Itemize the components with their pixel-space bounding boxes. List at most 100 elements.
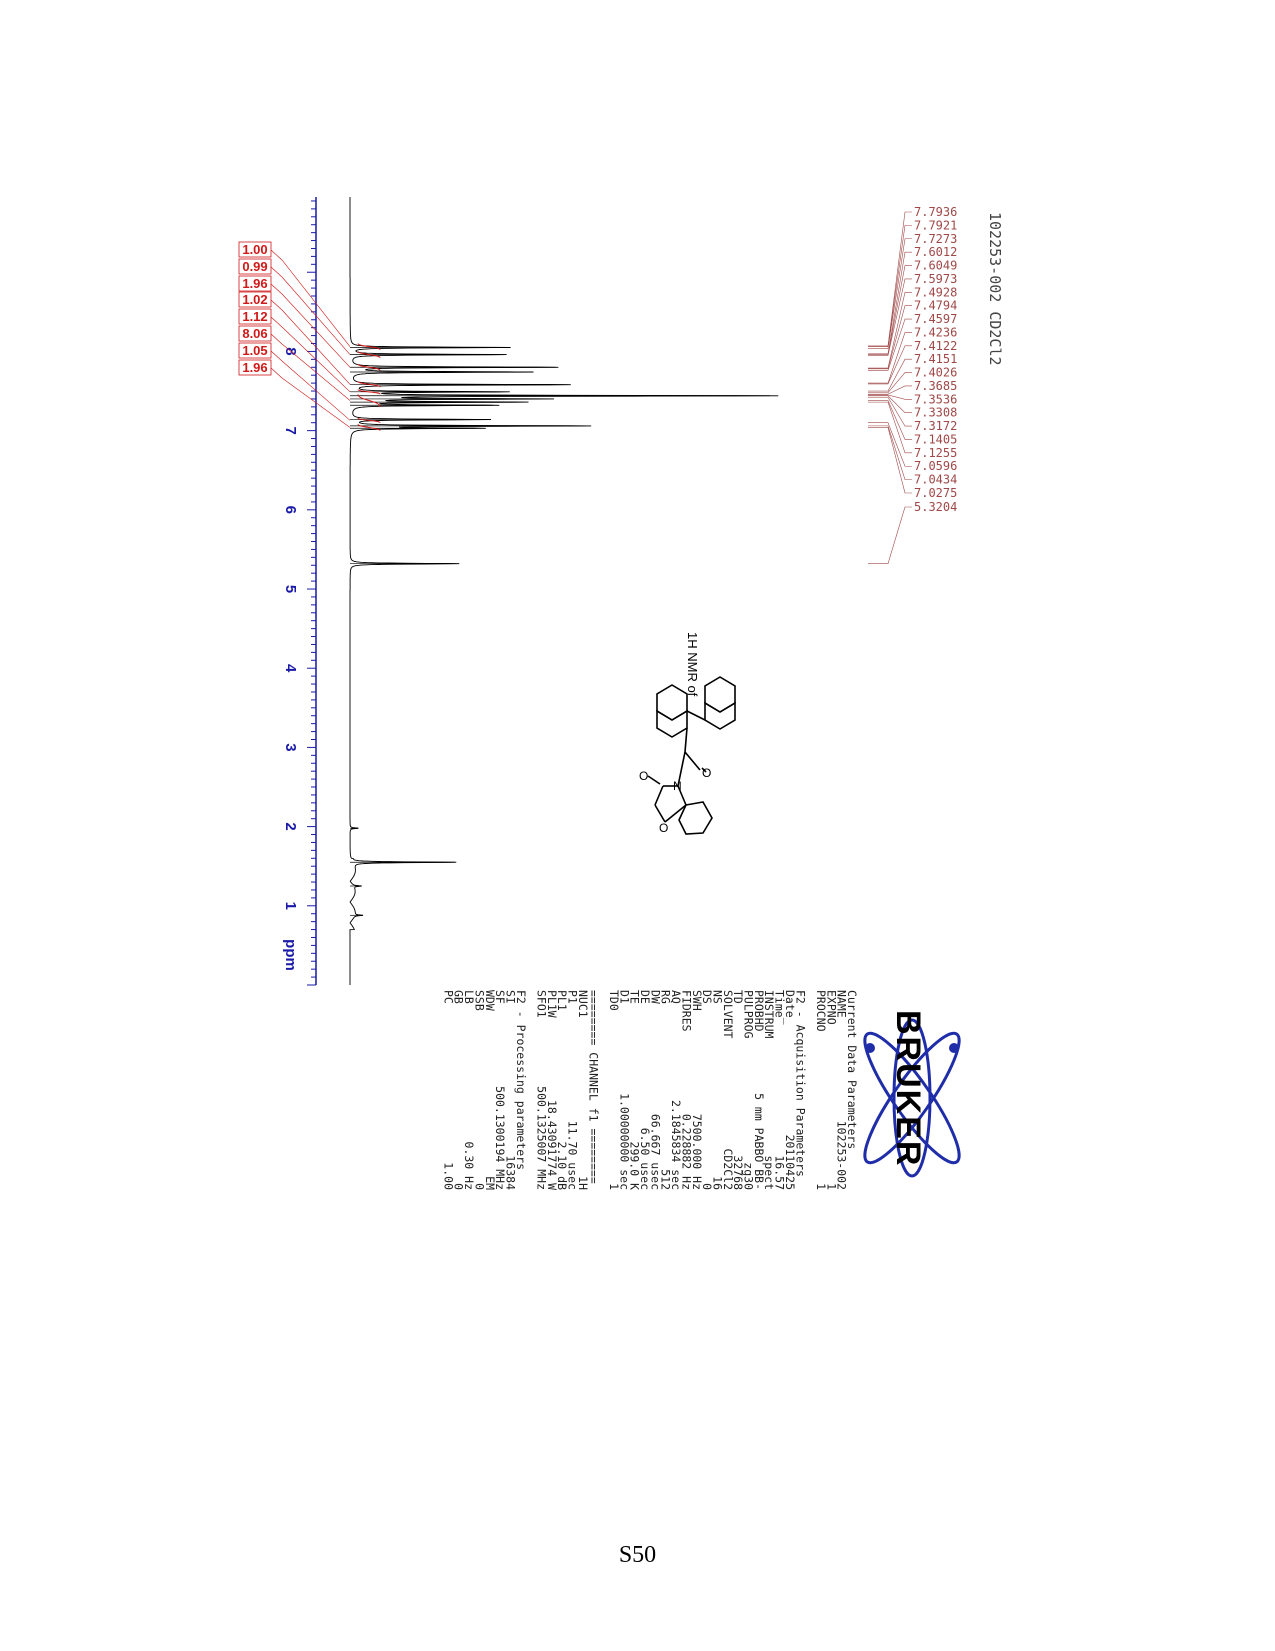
peak-label-leader <box>868 278 912 356</box>
parameter-value: CD2Cl2 <box>721 1148 735 1190</box>
peak-label-leader <box>868 358 912 392</box>
peak-label-leader <box>868 401 912 454</box>
integral-label: 0.99 <box>242 259 267 274</box>
parameter-heading: F2 - Processing parameters <box>514 990 528 1170</box>
integral: 0.99 <box>238 258 381 359</box>
peak-label: 7.1405 <box>868 400 957 446</box>
axis-title: ppm <box>282 939 299 971</box>
parameter-value: 0.228882 Hz <box>679 1114 693 1190</box>
parameter-key: EXPNO <box>824 990 838 1025</box>
peak-label-leader <box>868 506 912 564</box>
parameter-value: 0 <box>700 1183 714 1190</box>
peak-label-text: 7.3308 <box>914 406 957 420</box>
peak-label: 7.5973 <box>868 272 957 356</box>
molecule-structure-icon <box>647 676 736 835</box>
peak-label-text: 7.4928 <box>914 285 957 299</box>
axis-tick-label: 3 <box>282 743 299 751</box>
axis-tick-label: 1 <box>282 902 299 910</box>
parameter-value: spect <box>762 1155 776 1190</box>
integral-label: 8.06 <box>242 326 267 341</box>
parameter-value: 32768 <box>731 1155 745 1190</box>
integral-leader <box>270 249 351 347</box>
integral-curve <box>357 388 381 395</box>
parameter-value: 102253-002 <box>835 1121 849 1190</box>
peak-label-leader <box>868 225 912 347</box>
parameter-value: zg30 <box>742 1162 756 1190</box>
integral-curve <box>357 417 381 424</box>
peak-label-text: 7.3685 <box>914 379 957 393</box>
peak-label-leader <box>868 238 912 349</box>
peak-label-text: 7.1405 <box>914 432 957 446</box>
integral: 8.06 <box>238 325 381 408</box>
peak-label: 7.3536 <box>868 392 957 406</box>
integrals: 1.000.991.961.021.128.061.051.96 <box>238 241 381 432</box>
parameter-key: SI <box>503 990 517 1004</box>
integral-leader <box>270 299 351 385</box>
spectrum <box>349 197 779 985</box>
peak-label: 7.1255 <box>868 401 957 460</box>
parameter-key: Date_ <box>783 990 797 1025</box>
integral-box <box>238 308 272 325</box>
peak-label-leader <box>868 265 912 355</box>
peak-labels: 7.79367.79217.72737.60127.60497.59737.49… <box>868 205 957 564</box>
parameter-value: 1 <box>824 1183 838 1190</box>
peak-label-text: 7.5973 <box>914 272 957 286</box>
atom-label-o3: O <box>659 821 668 835</box>
parameter-heading: Current Data Parameters <box>845 990 859 1149</box>
integral-label: 1.02 <box>242 292 267 307</box>
peak-label-leader <box>868 394 912 400</box>
peak-label-text: 7.6049 <box>914 259 957 273</box>
atom-label-n: N <box>673 779 682 793</box>
atom-label-o1: O <box>702 766 711 780</box>
axis-tick-label: 4 <box>282 664 299 673</box>
integral: 1.12 <box>238 308 381 395</box>
peak-label-leader <box>868 332 912 384</box>
peak-label-text: 7.1255 <box>914 446 957 460</box>
parameter-key: LB <box>462 990 476 1004</box>
peak-label: 7.3685 <box>868 379 957 395</box>
integral-leader <box>270 283 351 368</box>
parameter-key: D1 <box>617 990 631 1004</box>
parameter-value: 500.1325007 MHz <box>535 1086 549 1190</box>
peak-label-leader <box>868 345 912 385</box>
peak-label: 7.0275 <box>868 427 957 500</box>
peak-label: 7.4597 <box>868 312 957 371</box>
peak-label-leader <box>868 372 912 393</box>
peak-label-leader <box>868 395 912 414</box>
integral-curve <box>357 350 381 359</box>
peak-label: 7.4151 <box>868 352 957 392</box>
integral: 1.96 <box>238 275 381 371</box>
peak-label-text: 7.0275 <box>914 486 957 500</box>
parameter-value: 16384 <box>503 1155 517 1190</box>
parameter-key: DW <box>648 990 662 1004</box>
parameter-key: FIDRES <box>679 990 693 1032</box>
peak-label: 7.6012 <box>868 245 957 355</box>
parameter-value: 11.70 usec <box>566 1121 580 1190</box>
integral-box <box>238 241 272 258</box>
peak-label-text: 7.0596 <box>914 459 957 473</box>
parameter-value: EM <box>483 1176 497 1190</box>
integral-leader <box>270 367 351 428</box>
peak-label-leader <box>868 422 912 467</box>
parameter-key: SFO1 <box>535 990 549 1018</box>
peak-label: 7.7936 <box>868 205 957 347</box>
parameter-key: SSB <box>472 990 486 1011</box>
peak-label: 7.0596 <box>868 422 957 473</box>
peak-label-text: 7.7273 <box>914 232 957 246</box>
parameter-key: PROBHD <box>752 990 766 1032</box>
axis-tick-label: 6 <box>282 506 299 514</box>
parameter-key: P1 <box>566 990 580 1004</box>
parameter-key: NAME <box>835 990 849 1018</box>
integral-leader <box>270 350 351 421</box>
parameter-key: DE <box>638 990 652 1004</box>
integral-curve <box>357 381 381 388</box>
peak-label-text: 7.3172 <box>914 419 957 433</box>
parameter-heading: F2 - Acquisition Parameters <box>793 990 807 1177</box>
atom-label-o2: O <box>639 769 648 783</box>
peak-label: 5.3204 <box>868 500 957 564</box>
parameter-key: AQ <box>669 990 683 1004</box>
parameter-key: PROCNO <box>814 990 828 1032</box>
peak-label-text: 5.3204 <box>914 500 957 514</box>
parameter-key: SF <box>493 990 507 1004</box>
integral-leader <box>270 266 351 355</box>
